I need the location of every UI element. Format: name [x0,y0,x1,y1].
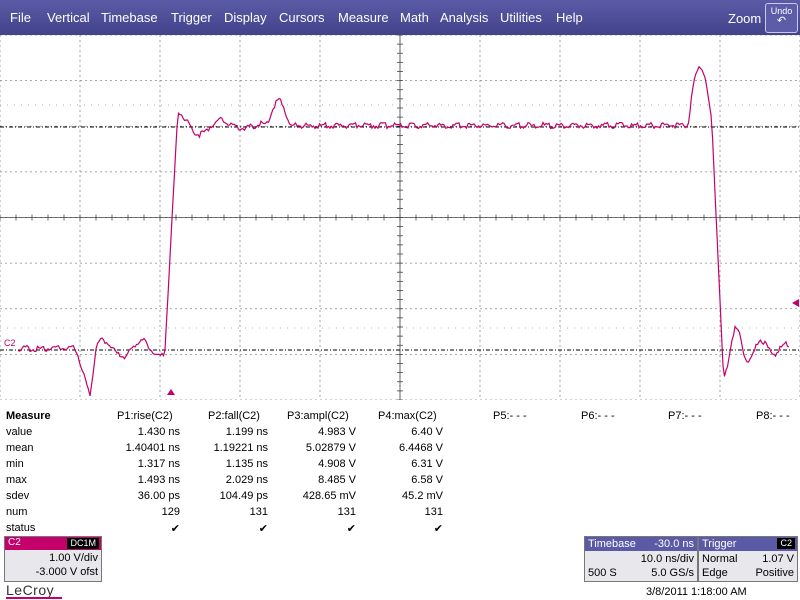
measure-row-label: value [6,426,33,438]
measure-param-header[interactable]: P2:fall(C2) [208,410,260,422]
measure-cell: 1.430 ns [137,426,180,438]
gridlines [0,35,800,400]
channel-coupling-badge: DC1M [67,538,99,549]
measure-cell: 104.49 ps [219,490,268,502]
measure-param-header[interactable]: P7:- - - [668,410,702,422]
measure-cell: 6.31 V [411,458,443,470]
datetime: 3/8/2011 1:18:00 AM [646,586,747,598]
measure-cell: 1.317 ns [137,458,180,470]
measure-cell: 5.02879 V [305,442,356,454]
waveform-trace [17,65,790,397]
undo-button[interactable]: Undo ↶ [765,3,798,33]
measure-row-label: min [6,458,24,470]
channel-vdiv: 1.00 V/div [49,552,98,564]
measure-param-header[interactable]: P3:ampl(C2) [287,410,349,422]
trigger-panel[interactable]: Trigger C2 Normal 1.07 V Edge Positive [698,536,798,582]
measure-cell: 2.029 ns [225,474,268,486]
channel-offset: -3.000 V ofst [35,566,98,578]
trigger-type: Edge [702,567,728,579]
measure-row-label: sdev [6,490,30,502]
measure-cell: 129 [161,506,180,518]
menu-bar: File Vertical Timebase Trigger Display C… [0,0,800,35]
menu-timebase[interactable]: Timebase [101,10,158,25]
channel-name: C2 [8,537,21,548]
status-check-icon: ✔ [433,523,443,535]
channel-header: C2 DC1M [5,537,101,550]
measure-cell: 1.40401 ns [125,442,180,454]
measure-cell: 36.00 ps [137,490,180,502]
measure-row-label: mean [6,442,34,454]
menu-trigger[interactable]: Trigger [171,10,212,25]
measure-param-header[interactable]: P8:- - - [756,410,790,422]
measure-table: Measure value mean min max sdev num status P1:ri… [0,404,800,535]
measure-cell: 1.135 ns [225,458,268,470]
measure-cell: 1.199 ns [225,426,268,438]
trigger-mode: Normal [702,553,738,565]
measure-title: Measure [6,410,51,422]
undo-arrow-icon: ↶ [776,15,787,27]
measure-cell: 1.19221 ns [213,442,268,454]
menu-analysis[interactable]: Analysis [440,10,489,25]
measure-param-header[interactable]: P1:rise(C2) [117,410,173,422]
undo-label: Undo [770,6,793,16]
trigger-level: 1.07 V [762,553,794,565]
trigger-time-marker[interactable] [167,389,175,395]
measure-cell: 6.4468 V [398,442,443,454]
timebase-panel[interactable]: Timebase -30.0 ns 10.0 ns/div 500 S 5.0 … [584,536,698,582]
channel-c2-panel[interactable]: C2 DC1M 1.00 V/div -3.000 V ofst [4,536,102,582]
timebase-nsdiv: 10.0 ns/div [640,553,694,565]
menu-vertical[interactable]: Vertical [47,10,90,25]
measure-param-header[interactable]: P6:- - - [581,410,615,422]
menu-utilities[interactable]: Utilities [500,10,542,25]
measure-row-label: max [6,474,27,486]
channel-marker[interactable]: C2 [4,338,16,348]
measure-row-label: status [6,522,36,534]
measure-cell: 4.908 V [318,458,356,470]
timebase-samples: 500 S [588,567,617,579]
menu-display[interactable]: Display [224,10,267,25]
brand-logo: LeCroy [6,582,55,598]
status-check-icon: ✔ [346,523,356,535]
measure-param-header[interactable]: P4:max(C2) [378,410,437,422]
trigger-title: Trigger [702,538,737,550]
status-check-icon: ✔ [258,523,268,535]
brand-underline [6,597,62,599]
timebase-header: Timebase -30.0 ns [585,537,697,551]
trigger-level-marker[interactable] [792,299,799,307]
menu-measure[interactable]: Measure [338,10,389,25]
measure-cell: 131 [337,506,356,518]
zoom-button[interactable]: Zoom [728,11,762,26]
measure-cell: 131 [424,506,443,518]
menu-cursors[interactable]: Cursors [279,10,325,25]
measure-param-header[interactable]: P5:- - - [493,410,527,422]
menu-math[interactable]: Math [400,10,429,25]
waveform-grid[interactable]: C2 [0,35,800,400]
trigger-header: Trigger C2 [699,537,797,551]
trigger-slope: Positive [755,567,794,579]
measure-cell: 1.493 ns [137,474,180,486]
measure-cell: 428.65 mV [302,490,356,502]
measure-cell: 4.983 V [318,426,356,438]
timebase-title: Timebase [588,538,636,550]
measure-cell: 6.40 V [411,426,443,438]
status-check-icon: ✔ [170,523,180,535]
timebase-sample-rate: 5.0 GS/s [651,567,694,579]
menu-help[interactable]: Help [556,10,583,25]
measure-cell: 45.2 mV [402,490,443,502]
trigger-source-badge: C2 [777,538,795,549]
measure-cell: 8.485 V [318,474,356,486]
measure-cell: 6.58 V [411,474,443,486]
measure-cell: 131 [249,506,268,518]
timebase-delay: -30.0 ns [654,538,694,550]
measure-row-label: num [6,506,28,518]
menu-file[interactable]: File [10,10,31,25]
